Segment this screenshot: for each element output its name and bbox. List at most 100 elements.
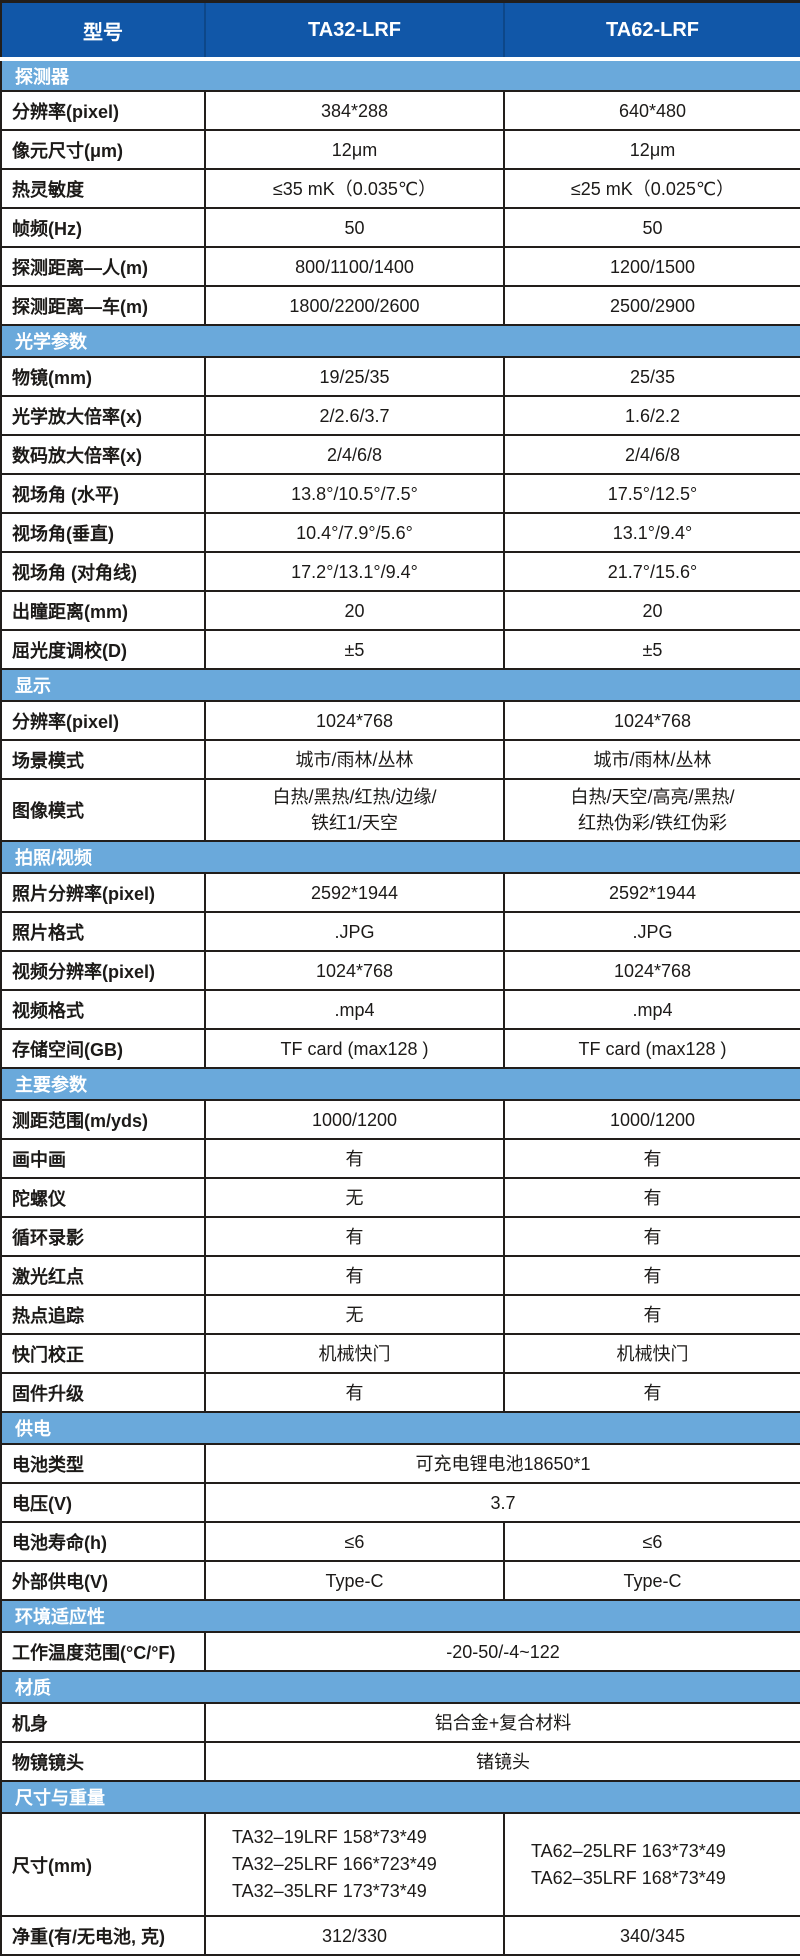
- section-row: 光学参数: [1, 324, 800, 358]
- spec-value-ta32: 800/1100/1400: [204, 246, 505, 287]
- spec-row: 探测距离—车(m) 1800/2200/2600 2500/2900: [0, 285, 800, 326]
- spec-value-ta32: 19/25/35: [204, 356, 505, 397]
- section-row: 供电: [1, 1411, 800, 1445]
- spec-value-ta32: 384*288: [204, 90, 505, 131]
- spec-row: 帧频(Hz) 50 50: [0, 207, 800, 248]
- spec-label: 激光红点: [0, 1255, 206, 1296]
- spec-value-ta32: 1024*768: [204, 700, 505, 741]
- spec-value-shared: 锗镜头: [204, 1741, 800, 1782]
- header-row: 型号 TA32-LRF TA62-LRF: [1, 1, 800, 61]
- spec-row: 物镜(mm) 19/25/35 25/35: [0, 356, 800, 397]
- spec-row: 数码放大倍率(x) 2/4/6/8 2/4/6/8: [0, 434, 800, 475]
- spec-label: 图像模式: [0, 778, 206, 842]
- spec-value-ta62: 1024*768: [503, 950, 800, 991]
- spec-value-ta62: 12μm: [503, 129, 800, 170]
- spec-label: 电池类型: [0, 1443, 206, 1484]
- spec-row: 陀螺仪无有: [0, 1177, 800, 1218]
- section-title: 环境适应性: [1, 1599, 800, 1633]
- spec-row: 屈光度调校(D) ±5 ±5: [0, 629, 800, 670]
- spec-value-ta32: Type-C: [204, 1560, 505, 1601]
- spec-label: 出瞳距离(mm): [0, 590, 206, 631]
- spec-value-ta62: TF card (max128 ): [503, 1028, 800, 1069]
- spec-label: 外部供电(V): [0, 1560, 206, 1601]
- spec-value-ta62: 20: [503, 590, 800, 631]
- spec-row: 尺寸(mm) TA32–19LRF 158*73*49 TA32–25LRF 16…: [0, 1812, 800, 1917]
- spec-row: 视场角(垂直) 10.4°/7.9°/5.6° 13.1°/9.4°: [0, 512, 800, 553]
- spec-row: 场景模式 城市/雨林/丛林 城市/雨林/丛林: [0, 739, 800, 780]
- spec-value-shared: -20-50/-4~122: [204, 1631, 800, 1672]
- spec-value-ta62: ±5: [503, 629, 800, 670]
- spec-row: 照片分辨率(pixel) 2592*1944 2592*1944: [0, 872, 800, 913]
- spec-label: 热灵敏度: [0, 168, 206, 209]
- header-product-ta32: TA32-LRF: [204, 1, 504, 61]
- spec-row: 净重(有/无电池, 克) 312/330 340/345: [0, 1915, 800, 1956]
- spec-value-ta32: 1000/1200: [204, 1099, 505, 1140]
- spec-value-ta62: ≤6: [503, 1521, 800, 1562]
- spec-row: 固件升级有有: [0, 1372, 800, 1413]
- spec-value-ta62: 1024*768: [503, 700, 800, 741]
- spec-row: 视频分辨率(pixel) 1024*768 1024*768: [0, 950, 800, 991]
- spec-row: 机身 铝合金+复合材料: [0, 1702, 800, 1743]
- section-title: 拍照/视频: [1, 840, 800, 874]
- spec-value-ta62: 有: [503, 1216, 800, 1257]
- spec-label: 机身: [0, 1702, 206, 1743]
- spec-value-ta32: 20: [204, 590, 505, 631]
- spec-value-ta32: 12μm: [204, 129, 505, 170]
- spec-label: 物镜镜头: [0, 1741, 206, 1782]
- spec-label: 循环录影: [0, 1216, 206, 1257]
- spec-value-ta62: 50: [503, 207, 800, 248]
- spec-value-ta62: 城市/雨林/丛林: [503, 739, 800, 780]
- spec-value-ta32: TA32–19LRF 158*73*49 TA32–25LRF 166*723*…: [204, 1812, 505, 1917]
- spec-value-ta62: 2/4/6/8: [503, 434, 800, 475]
- spec-value-ta32: 13.8°/10.5°/7.5°: [204, 473, 505, 514]
- spec-row: 外部供电(V) Type-C Type-C: [0, 1560, 800, 1601]
- spec-row: 物镜镜头 锗镜头: [0, 1741, 800, 1782]
- spec-row: 图像模式 白热/黑热/红热/边缘/ 铁红1/天空 白热/天空/高亮/黑热/ 红热伪彩…: [0, 778, 800, 842]
- spec-row: 工作温度范围(°C/°F) -20-50/-4~122: [0, 1631, 800, 1672]
- spec-label: 电池寿命(h): [0, 1521, 206, 1562]
- spec-value-ta32: 城市/雨林/丛林: [204, 739, 505, 780]
- spec-label: 视场角 (水平): [0, 473, 206, 514]
- spec-value-ta32: 有: [204, 1216, 505, 1257]
- spec-value-ta32: 白热/黑热/红热/边缘/ 铁红1/天空: [204, 778, 505, 842]
- spec-value-ta62: 2500/2900: [503, 285, 800, 326]
- section-row: 环境适应性: [1, 1599, 800, 1633]
- section-row: 拍照/视频: [1, 840, 800, 874]
- spec-row: 激光红点有有: [0, 1255, 800, 1296]
- spec-value-ta32: 有: [204, 1255, 505, 1296]
- spec-label: 净重(有/无电池, 克): [0, 1915, 206, 1956]
- spec-value-ta32: 2592*1944: [204, 872, 505, 913]
- spec-value-ta32: 50: [204, 207, 505, 248]
- spec-value-ta32: TF card (max128 ): [204, 1028, 505, 1069]
- spec-label: 工作温度范围(°C/°F): [0, 1631, 206, 1672]
- spec-label: 光学放大倍率(x): [0, 395, 206, 436]
- spec-value-ta62: 13.1°/9.4°: [503, 512, 800, 553]
- spec-label: 探测距离—车(m): [0, 285, 206, 326]
- spec-label: 固件升级: [0, 1372, 206, 1413]
- spec-value-ta62: 17.5°/12.5°: [503, 473, 800, 514]
- spec-value-ta32: 1024*768: [204, 950, 505, 991]
- spec-value-ta62: 21.7°/15.6°: [503, 551, 800, 592]
- spec-value-ta62: 有: [503, 1294, 800, 1335]
- spec-row: 测距范围(m/yds) 1000/1200 1000/1200: [0, 1099, 800, 1140]
- spec-value-ta62: 有: [503, 1255, 800, 1296]
- spec-row: 像元尺寸(μm) 12μm 12μm: [0, 129, 800, 170]
- spec-value-ta62: .mp4: [503, 989, 800, 1030]
- spec-label: 快门校正: [0, 1333, 206, 1374]
- section-title: 材质: [1, 1670, 800, 1704]
- spec-label: 分辨率(pixel): [0, 90, 206, 131]
- spec-value-ta32: 机械快门: [204, 1333, 505, 1374]
- section-row: 尺寸与重量: [1, 1780, 800, 1814]
- spec-value-ta62: 2592*1944: [503, 872, 800, 913]
- spec-label: 画中画: [0, 1138, 206, 1179]
- header-model-label: 型号: [1, 1, 205, 61]
- section-row: 显示: [1, 668, 800, 702]
- spec-row: 出瞳距离(mm) 20 20: [0, 590, 800, 631]
- header-product-ta62: TA62-LRF: [503, 1, 800, 61]
- spec-value-ta62: 白热/天空/高亮/黑热/ 红热伪彩/铁红伪彩: [503, 778, 800, 842]
- spec-label: 照片分辨率(pixel): [0, 872, 206, 913]
- spec-label: 照片格式: [0, 911, 206, 952]
- spec-label: 分辨率(pixel): [0, 700, 206, 741]
- spec-row: 循环录影有有: [0, 1216, 800, 1257]
- spec-value-ta62: 1.6/2.2: [503, 395, 800, 436]
